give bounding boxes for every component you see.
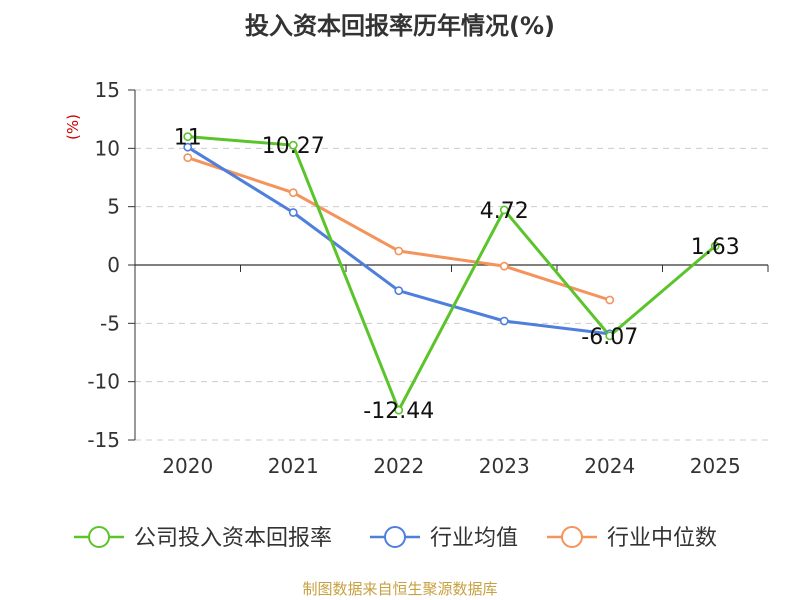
data-label: -12.44 [363,399,434,424]
data-point [710,241,720,251]
data-point [288,208,298,217]
chart-title: 投入资本回报率历年情况(%) [245,12,555,40]
data-point [183,132,193,142]
axes: 15 10 5 0 -5 -10 -15 2020 2021 2022 2023 2024 2025 (%… [64,78,769,478]
data-label: 11 [174,126,202,151]
data-point [605,295,615,305]
series-line [187,156,611,302]
data-label: 1.63 [691,235,740,260]
data-point [183,153,193,163]
x-tick-label: 2025 [690,454,741,478]
data-point [394,286,404,296]
y-tick-label: -5 [100,311,120,335]
y-tick-label: 10 [95,136,120,160]
legend-label: 行业中位数 [607,526,717,551]
data-label: 10.27 [262,134,325,159]
y-axis-label: (%) [64,114,82,140]
data-point [183,142,193,152]
data-point [605,331,615,341]
data-point [499,261,509,271]
x-tick-label: 2020 [162,454,213,478]
x-tick-label: 2023 [479,454,530,478]
data-point [394,246,404,256]
legend: 公司投入资本回报率 行业均值 行业中位数 [74,526,717,551]
data-label: 4.72 [480,199,529,224]
series-points [183,132,720,415]
x-tick-label: 2022 [373,454,424,478]
x-tick-label: 2021 [268,454,319,478]
data-labels: 11 10.27 -12.44 4.72 -6.07 1.63 [174,126,740,424]
y-tick-label: 5 [107,195,120,219]
legend-marker [561,526,583,548]
data-point [499,205,509,215]
series-lines [186,135,717,412]
x-tick-label: 2024 [584,454,635,478]
y-tick-label: -15 [87,428,120,452]
y-tick-label: 0 [107,253,120,277]
data-point [394,405,404,415]
y-tick-label: 15 [95,78,120,102]
legend-marker [384,526,406,548]
legend-marker [88,526,110,548]
y-tick-label: -10 [87,370,120,394]
data-point [288,140,298,150]
data-point [288,188,298,198]
source-note: 制图数据来自恒生聚源数据库 [302,580,498,598]
legend-label: 行业均值 [430,526,518,551]
legend-label: 公司投入资本回报率 [134,526,332,551]
data-label: -6.07 [581,325,638,350]
series-line [187,135,717,412]
series-line [186,145,610,336]
data-point [499,316,509,326]
